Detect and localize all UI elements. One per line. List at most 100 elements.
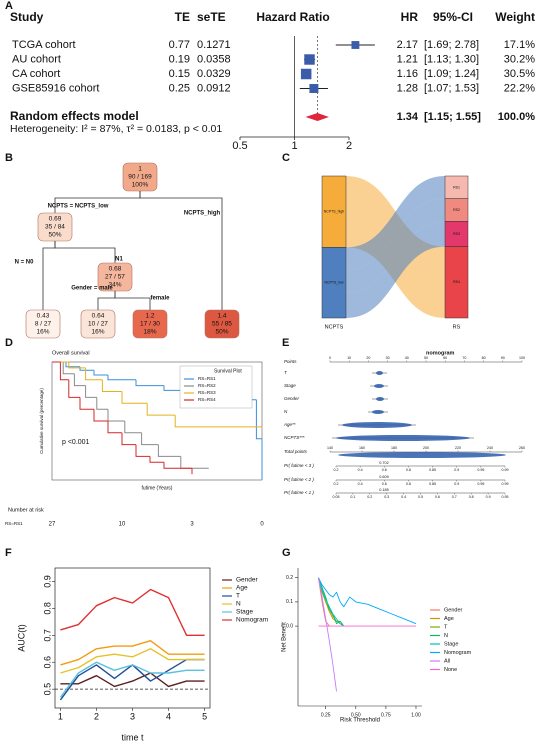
te-value: 0.25 [169,82,190,94]
line-series [318,577,345,627]
survival-step [65,362,80,368]
risk-value: 3 [190,522,194,528]
survival-step [93,370,108,376]
node-text: 0.69 [49,216,62,223]
line-series [318,577,344,627]
nomogram-tick-label: 70 [462,356,466,360]
node-text: 16% [36,329,49,336]
y-axis-label: AUC(t) [16,624,26,652]
nomogram-tick-label: 0.7 [452,495,457,499]
risk-value: 0 [260,522,264,528]
x-tick-label: 4 [166,711,171,721]
column-header: 95%-CI [433,10,473,24]
summary-label: Random effects model [10,109,139,123]
hr-square [300,68,312,80]
x-axis-label: Risk Threshold [340,718,380,724]
x-tick-label: 1 [58,711,63,721]
legend-box [179,365,253,409]
nomogram-tick-label: 0.9 [454,468,459,472]
nomogram-tick-label: 0.4 [401,495,406,499]
edge-label: NCPTS = NCPTS_low [48,204,109,210]
line-series [59,661,205,698]
tree-edge [114,291,151,310]
survival-step [149,456,164,463]
legend-label: All [444,658,450,664]
line-series [60,648,205,674]
nomogram-title: nomogram [426,350,455,356]
legend-label: Stage [444,641,458,647]
node-label: NCPTS_high [324,210,344,214]
x-tick-label: 2 [94,711,99,721]
hr-square [304,54,315,65]
nomogram-tick-label: 0.05 [333,495,340,499]
nomogram-tick-label: 240 [487,446,493,450]
survival-step [141,432,159,446]
sankey-node [321,247,347,319]
nomogram-tick-label: 10 [347,356,351,360]
ci-label: [1.69; 2.78] [424,39,479,51]
nomogram-tick-label: 220 [455,446,461,450]
summary-ci: [1.15; 1.55] [424,111,481,123]
nomogram-tick-label: 0.9 [486,495,491,499]
sete-value: 0.0329 [197,68,231,80]
node-label: RS4 [453,280,460,284]
edge-label: Gender = male [71,286,113,292]
line-series [60,639,205,666]
legend-label: Age [444,616,454,622]
nomogram-tick-label: 0.4 [358,468,363,472]
y-tick-label: 0.5 [42,683,52,696]
line-series [318,577,417,625]
x-tick-label: 5 [202,711,207,721]
panel-letter: B [5,152,13,164]
survival-step [163,385,187,391]
legend-label: Gender [236,577,259,584]
nomogram-tick-label: 0.95 [477,468,484,472]
node-text: 0.64 [92,313,105,320]
distribution [374,384,384,388]
distribution [376,397,384,401]
hr-value: 1.16 [397,68,418,80]
probability-value: 0.702 [379,461,389,465]
node-label: RS1 [453,185,460,189]
ci-label: [1.07; 1.53] [424,82,479,94]
node-text: 1.2 [145,313,154,320]
ci-label: [1.13; 1.30] [424,53,479,65]
nomogram-tick-label: 90 [501,356,505,360]
x-tick-label: 0.5 [232,140,247,152]
legend-label: T [236,593,240,600]
nomogram-tick-label: 30 [386,356,390,360]
risk-value: 27 [49,522,56,528]
survival-step [59,362,69,381]
x-tick-label: 1.00 [411,712,421,718]
row-label: Points [284,359,297,364]
nomogram-tick-label: 0.5 [418,495,423,499]
summary-weight: 100.0% [498,111,536,123]
y-tick-label: 0.6 [42,656,52,669]
tree-node [132,309,168,339]
panel-letter: E [282,337,289,349]
x-tick-label: 1 [291,140,297,152]
risk-title: Number at risk [8,507,44,513]
nomogram-tick-label: 200 [423,446,429,450]
nomogram-tick-label: 0.4 [358,482,363,486]
panel-letter: A [5,0,13,12]
line-series [318,577,337,692]
survival-step [107,421,122,434]
summary-diamond [305,113,329,121]
node-text: 35 / 84 [45,224,65,231]
nomogram-tick-label: 0.99 [502,482,509,486]
line-series [60,672,205,688]
row-label: Age** [283,422,296,427]
survival-step [146,403,176,416]
probability-value: 0.609 [379,475,389,479]
row-label: Pr( futime < 3 ) [284,463,314,468]
y-tick-label: 0.2 [286,575,293,581]
nomogram-tick-label: 100 [519,356,525,360]
row-label: N [284,409,288,414]
y-axis-label: Cumulative survival (percentage) [39,388,44,454]
summary-hr: 1.34 [397,111,419,123]
edge-label: female [150,296,170,302]
axis-label: RS [453,324,461,330]
